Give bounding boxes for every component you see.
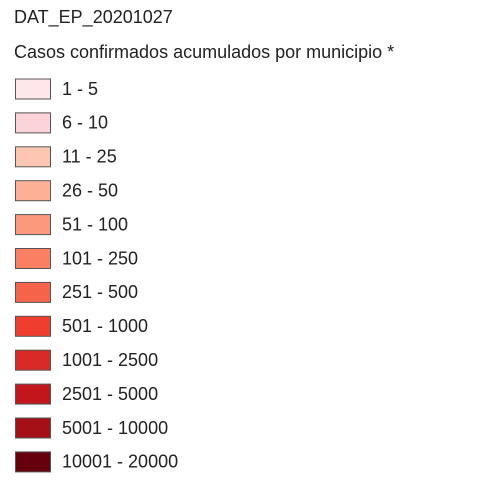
legend-label: 10001 - 20000 [62,452,178,472]
legend-label: 101 - 250 [62,248,138,268]
legend-label: 2501 - 5000 [62,384,158,404]
legend-swatch [15,315,51,337]
legend-swatch [15,281,51,303]
legend-label: 501 - 1000 [62,316,148,336]
legend-label: 6 - 10 [62,113,108,133]
legend-swatch [15,78,51,100]
legend-swatch [15,146,51,168]
legend-label: 11 - 25 [62,147,117,167]
legend-swatch [15,112,51,134]
legend-label: 1001 - 2500 [62,350,158,370]
legend-label: 251 - 500 [62,282,138,302]
legend-swatch [15,248,51,269]
legend-swatch [15,214,51,236]
legend-swatch [15,349,51,371]
legend-label: 51 - 100 [62,214,128,234]
legend-label: 1 - 5 [62,79,98,99]
legend-swatch [15,383,51,405]
legend-swatch [15,180,51,202]
legend-swatch [15,417,51,439]
legend-label: 5001 - 10000 [62,418,168,438]
legend-label: 26 - 50 [62,180,118,200]
legend-swatch [15,451,51,473]
legend-subtitle: Casos confirmados acumulados por municip… [14,42,394,62]
legend-title: DAT_EP_20201027 [14,7,173,28]
